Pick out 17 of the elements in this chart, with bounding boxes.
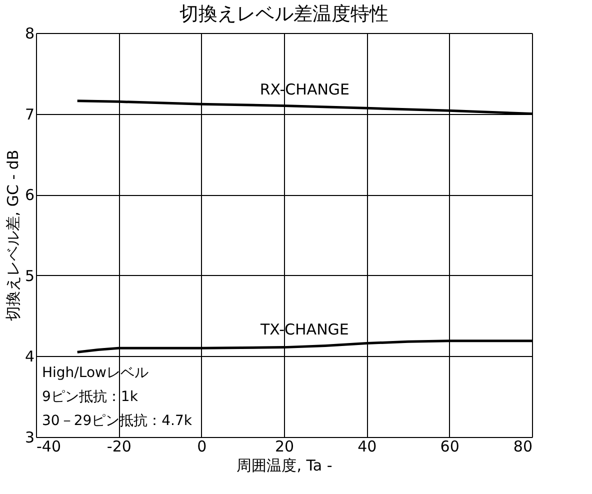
x-tick-label: 40: [358, 438, 377, 456]
annotation: 9ピン抵抗：1k: [42, 389, 139, 405]
y-tick-label: 4: [24, 348, 34, 366]
x-tick-label: 60: [440, 438, 460, 456]
y-axis-title: 切換えレベル差, GC - dB: [4, 150, 22, 322]
x-tick-label: -20: [106, 438, 132, 456]
x-axis-title: 周囲温度, Ta -: [236, 456, 332, 474]
x-tick-label: 20: [274, 438, 294, 456]
y-tick-label: 8: [24, 24, 34, 42]
x-tick-label: -40: [36, 438, 61, 456]
y-tick-label: 3: [24, 428, 34, 446]
x-tick-label: 80: [513, 438, 532, 456]
y-tick-label: 5: [24, 266, 34, 285]
chart-title: 切換えレベル差温度特性: [180, 3, 388, 25]
x-tick-label: 0: [197, 438, 207, 456]
y-tick-label: 7: [24, 105, 34, 124]
y-tick-label: 6: [24, 186, 34, 204]
